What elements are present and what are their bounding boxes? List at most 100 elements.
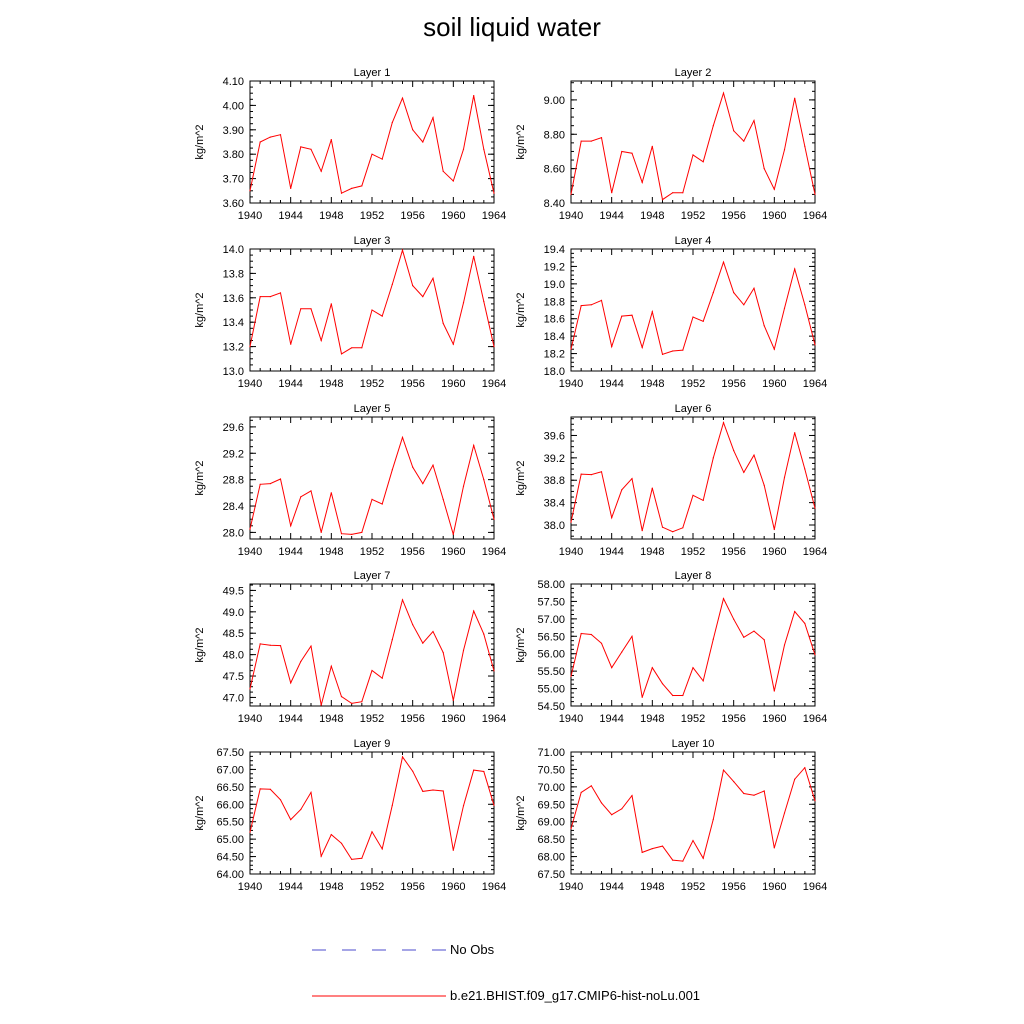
panel-3-data-point [330, 303, 332, 305]
panel-5-ytick-label: 28.8 [223, 475, 244, 487]
panel-2-data-point [753, 119, 755, 122]
panel-8-ytick-label: 57.00 [537, 614, 565, 626]
panel-7-series-line [249, 598, 495, 706]
panel-9-xtick-label: 1960 [441, 881, 465, 893]
panel-3-ytick-label: 13.2 [223, 342, 244, 354]
panel-5-data-point [361, 531, 363, 534]
panel-2-data-point [804, 145, 806, 147]
panel-7-data-point [422, 642, 424, 644]
panel-5-xtick-label: 1952 [360, 546, 384, 558]
panel-4-ytick-label: 18.0 [544, 366, 565, 378]
panel-9-ylabel: kg/m^2 [194, 795, 206, 830]
panel-1-xtick-label: 1952 [360, 210, 384, 222]
panel-9-data-point [483, 770, 485, 773]
panel-10-series-line [570, 766, 816, 862]
panel-8-xtick-label: 1960 [762, 713, 786, 725]
panel-5: Layer 5 kg/m^2 1940 1944 1948 1952 1956 1960 196… [194, 403, 506, 558]
panel-5-data-point [340, 533, 343, 535]
panel-4-data-point [600, 299, 603, 301]
panel-8-data-point [753, 630, 755, 632]
panel-2-data-point [814, 193, 816, 195]
panel-6-data-point [651, 487, 653, 489]
panel-3-xtick-label: 1940 [238, 378, 262, 390]
panel-8: Layer 8 kg/m^2 1940 1944 1948 1952 1956 1960 196… [515, 570, 827, 725]
panel-8-ytick-label: 55.00 [537, 684, 565, 696]
panel-2-xtick-label: 1964 [803, 210, 827, 222]
panel-6-data-point [590, 474, 592, 476]
panel-3-series-line [249, 248, 495, 355]
panel-5-data-point [310, 490, 312, 492]
panel-7-data-point [290, 682, 292, 684]
panel-10-data-point [783, 812, 786, 814]
panel-4-ytick-label: 19.0 [544, 279, 565, 291]
panel-3-ytick-label: 14.0 [223, 244, 244, 256]
panel-8-frame [570, 583, 816, 707]
panel-2-title: Layer 2 [675, 67, 712, 79]
panel-4-data-point [733, 292, 735, 294]
panel-5-data-point [462, 485, 465, 487]
panel-8-title: Layer 8 [675, 570, 712, 582]
panel-2-data-point [570, 193, 572, 195]
panel-2-data-point [641, 181, 643, 183]
panel-9-data-point [249, 831, 251, 833]
panel-4-data-point [672, 350, 674, 352]
panel-5-frame [249, 416, 495, 540]
panel-1-data-point [391, 121, 393, 124]
panel-3-xtick-label: 1944 [278, 378, 302, 390]
panel-10-frame [570, 751, 816, 875]
panel-5-series-line [249, 435, 495, 535]
panel-7-data-point [351, 702, 353, 705]
panel-7-ytick-label: 48.5 [223, 628, 244, 640]
panel-10-data-point [570, 828, 572, 830]
panel-10-data-point [621, 808, 623, 810]
panel-9-data-point [422, 790, 424, 793]
panel-1-data-point [310, 148, 312, 150]
panel-4-data-point [702, 320, 704, 322]
panel-9-xtick-label: 1948 [319, 881, 343, 893]
panel-10-data-point [794, 778, 796, 780]
panel-4-data-point [722, 261, 725, 263]
panel-4-data-point [651, 311, 653, 313]
panel-1-data-point [340, 192, 343, 194]
panel-10-title: Layer 10 [672, 738, 715, 750]
panel-1-data-point [412, 129, 414, 131]
panel-3-xtick-label: 1960 [441, 378, 465, 390]
panel-10-data-point [631, 795, 633, 797]
panel-2-data-point [783, 149, 786, 151]
panel-6-series-line [570, 420, 816, 533]
panel-2-data-point [763, 168, 765, 170]
panel-6-data-point [783, 476, 786, 478]
panel-5-ytick-label: 28.0 [223, 527, 244, 539]
panel-7-data-point [320, 704, 322, 706]
panel-4-xtick-label: 1944 [599, 378, 623, 390]
panel-5-data-point [330, 492, 332, 494]
panel-5-data-point [422, 483, 424, 485]
panel-2-data-point [722, 92, 725, 94]
panel-7-xtick-label: 1944 [278, 713, 302, 725]
panel-6-data-point [773, 528, 775, 531]
panel-8-data-point [692, 667, 694, 669]
panel-3-data-point [412, 285, 414, 287]
panel-9-data-point [412, 770, 414, 772]
panel-9-series-line [249, 755, 495, 860]
panel-1-ytick-label: 3.90 [223, 125, 244, 137]
panel-6-data-point [712, 457, 714, 459]
panel-3-data-point [462, 302, 465, 304]
panel-2-data-point [773, 188, 775, 190]
panel-4-ytick-label: 19.4 [544, 244, 565, 256]
panel-8-ytick-label: 55.50 [537, 666, 565, 678]
panel-9-data-point [432, 789, 434, 791]
panel-9-data-point [452, 849, 454, 851]
panel-4-ytick-label: 18.6 [544, 314, 565, 326]
panel-4-data-point [743, 304, 745, 306]
panel-4-xtick-label: 1952 [681, 378, 705, 390]
panel-6-ytick-label: 38.8 [544, 475, 565, 487]
panel-9-xtick-label: 1952 [360, 881, 384, 893]
panel-3-data-point [290, 343, 292, 345]
panel-8-ylabel: kg/m^2 [515, 627, 527, 662]
panel-5-title: Layer 5 [354, 403, 391, 415]
panel-1-data-point [473, 95, 475, 97]
panel-8-ytick-label: 56.00 [537, 649, 565, 661]
panel-2-data-point [590, 140, 592, 142]
panel-1-xtick-label: 1940 [238, 210, 262, 222]
